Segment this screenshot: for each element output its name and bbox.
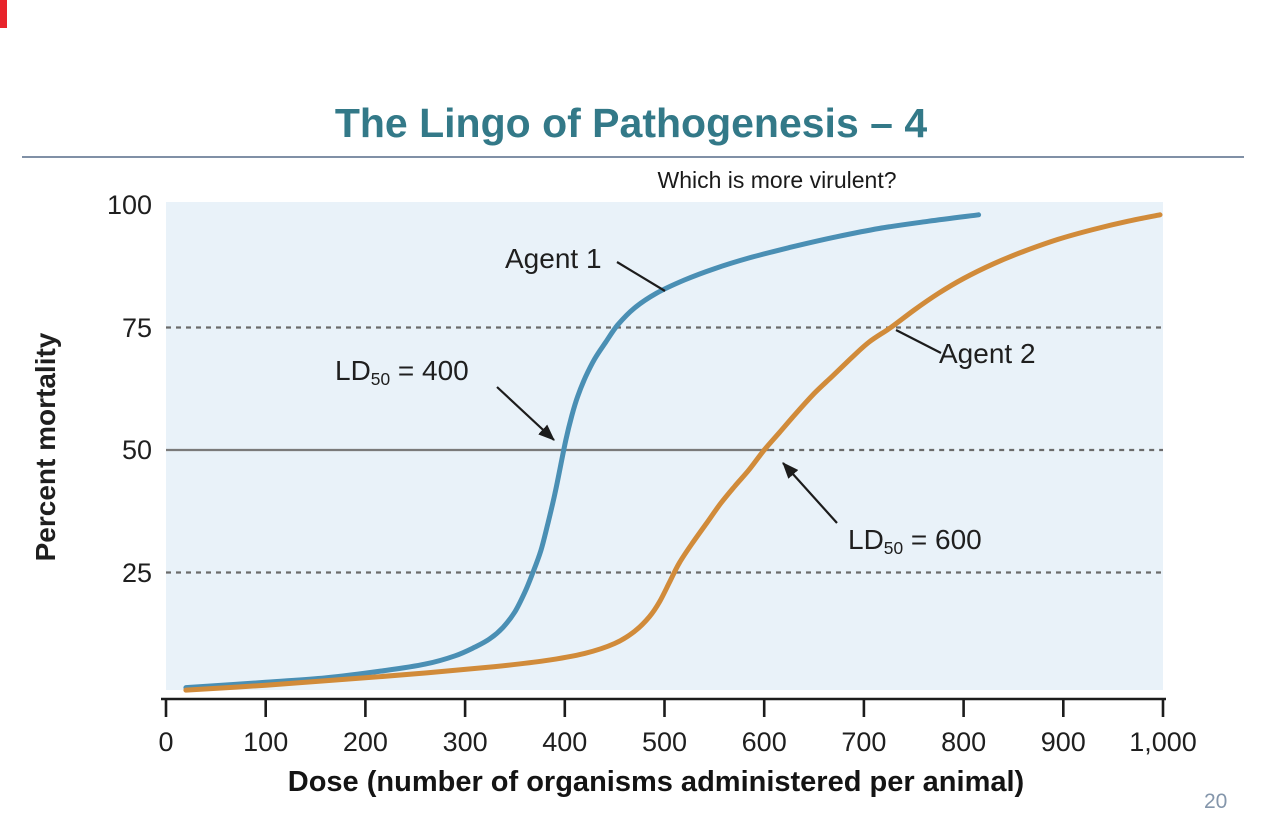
title-divider [22,156,1244,158]
page-number: 20 [1204,790,1228,813]
x-tick-label: 900 [1040,727,1086,757]
ld50-prefix: LD [335,355,371,386]
agent2-label: Agent 2 [939,338,1036,369]
x-tick-label: 1,000 [1129,727,1197,757]
x-axis-title: Dose (number of organisms administered p… [287,766,1025,798]
x-axis [161,697,1166,717]
x-tick-label: 300 [442,727,488,757]
plot-area [166,202,1163,690]
ld50-subscript: 50 [370,368,391,389]
y-axis-title: Percent mortality [30,332,61,562]
x-tick-label: 100 [243,727,289,757]
agent1-label: Agent 1 [505,243,602,274]
ld50-prefix: LD [848,524,884,555]
ld50-subscript: 50 [883,537,904,558]
x-tick-label: 600 [741,727,787,757]
page-title: The Lingo of Pathogenesis – 4 [334,100,928,146]
x-tick-label: 500 [641,727,688,757]
y-tick-label: 100 [106,190,152,220]
ld50-value: = 400 [390,355,469,386]
ld50-value: = 600 [903,524,982,555]
y-tick-label: 50 [121,435,152,465]
ld50-400-label: LD50 = 400 [335,355,469,390]
ld50-600-label: LD50 = 600 [848,524,982,559]
x-tick-label: 800 [941,727,987,757]
x-tick-label: 0 [158,727,174,757]
accent-bar [0,0,7,28]
y-tick-label: 25 [121,557,152,588]
x-tick-label: 400 [542,727,588,757]
x-tick-label: 700 [841,727,887,757]
y-tick-label: 75 [121,312,152,343]
x-tick-label: 200 [342,727,388,757]
chart-question: Which is more virulent? [657,167,897,193]
